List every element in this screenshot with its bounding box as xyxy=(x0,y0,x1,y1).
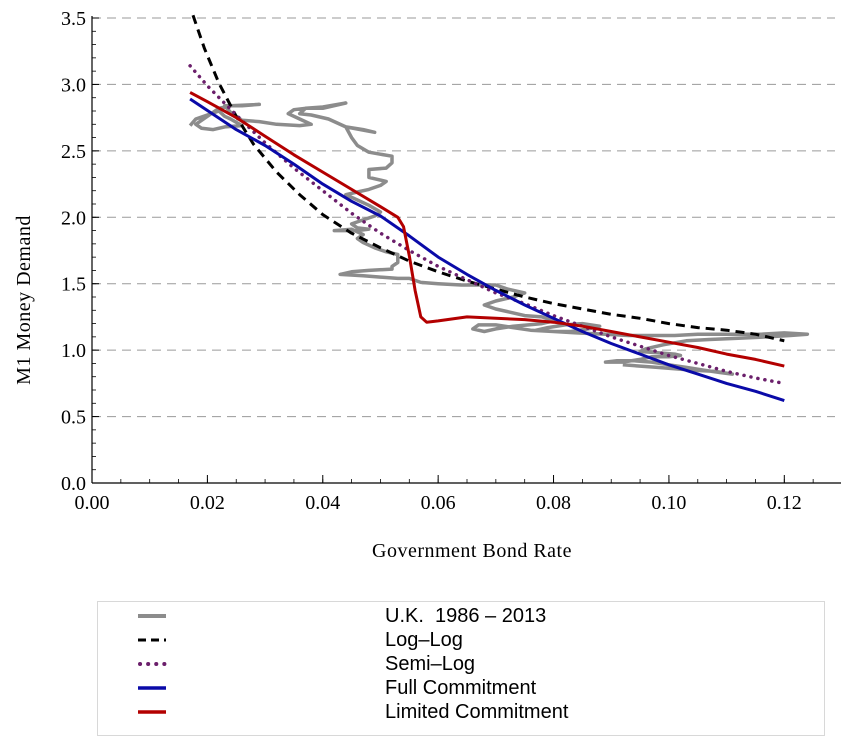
legend: U.K. 1986 – 2013 Log–Log Semi–Log Full C… xyxy=(97,601,825,736)
legend-item: Full Commitment xyxy=(98,676,824,700)
x-tick-label: 0.08 xyxy=(536,492,571,514)
y-axis-title: M1 Money Demand xyxy=(13,215,35,385)
x-tick-label: 0.12 xyxy=(767,492,802,514)
legend-swatch-semi-log xyxy=(138,662,168,666)
series-uk-data xyxy=(188,101,810,376)
legend-label-semi-log: Semi–Log xyxy=(385,653,476,675)
legend-swatch-uk xyxy=(138,614,166,618)
legend-label-uk: U.K. 1986 – 2013 xyxy=(385,605,547,627)
series-layer xyxy=(188,14,810,403)
legend-swatch-full-commitment xyxy=(138,686,166,690)
x-tick-label: 0.04 xyxy=(305,492,340,514)
legend-swatch-log-log xyxy=(138,638,166,642)
x-axis-title: Government Bond Rate xyxy=(372,540,572,562)
y-tick-label: 3.5 xyxy=(61,8,86,30)
series-log-log xyxy=(191,14,785,343)
y-tick-label: 3.0 xyxy=(61,74,86,96)
legend-label-full-commitment: Full Commitment xyxy=(385,677,537,699)
axes: 0.0 0.5 1.0 1.5 2.0 2.5 3.0 3.5 0.00 0.02 0.04 0.06… xyxy=(61,8,841,514)
y-tick-label: 1.0 xyxy=(61,340,86,362)
x-tick-label: 0.06 xyxy=(421,492,456,514)
legend-swatch-limited-commitment xyxy=(138,710,166,714)
legend-item: U.K. 1986 – 2013 xyxy=(98,604,824,628)
legend-label-limited-commitment: Limited Commitment xyxy=(385,701,569,723)
legend-label-log-log: Log–Log xyxy=(385,629,463,651)
series-limited-commitment xyxy=(189,91,785,368)
legend-item: Semi–Log xyxy=(98,652,824,676)
x-tick-label: 0.10 xyxy=(651,492,686,514)
legend-item: Limited Commitment xyxy=(98,700,824,724)
legend-item: Log–Log xyxy=(98,628,824,652)
x-tick-label: 0.02 xyxy=(190,492,225,514)
y-tick-label: 2.0 xyxy=(61,207,86,229)
y-tick-label: 2.5 xyxy=(61,141,86,163)
y-tick-label: 0.5 xyxy=(61,407,86,429)
chart: 0.0 0.5 1.0 1.5 2.0 2.5 3.0 3.5 0.00 0.02 0.04 0.06… xyxy=(13,8,841,562)
x-tick-label: 0.00 xyxy=(75,492,110,514)
y-tick-label: 0.0 xyxy=(61,473,86,495)
series-full-commitment xyxy=(189,97,785,403)
grid-lines xyxy=(92,17,835,418)
y-tick-label: 1.5 xyxy=(61,274,86,296)
